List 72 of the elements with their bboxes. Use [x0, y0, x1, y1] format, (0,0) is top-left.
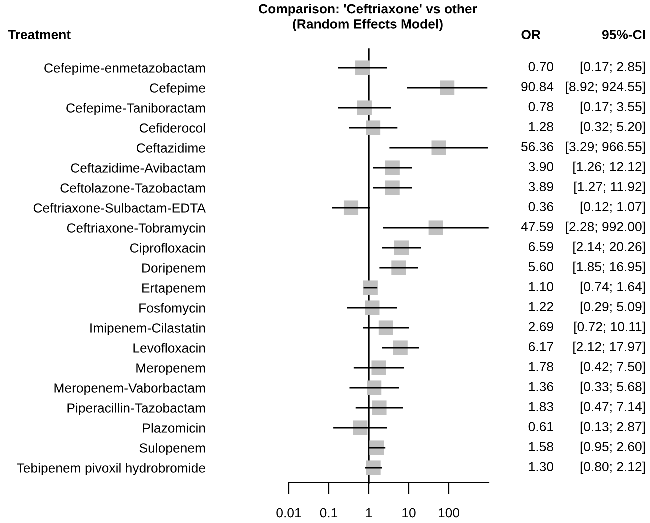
x-tick-label: 10	[402, 508, 416, 518]
data-label: 2.69	[528, 322, 554, 332]
text: [8.92; 924.55]	[566, 82, 646, 94]
text: [2.28; 992.00]	[566, 222, 646, 234]
data-label: 90.84	[522, 82, 554, 92]
y-tick-label: Meropenem-Vaborbactam	[54, 383, 206, 396]
x-tick-label: 0.01	[276, 508, 302, 518]
data-label: 3.89	[528, 182, 554, 192]
text: [0.13; 2.87]	[580, 422, 646, 434]
text: [2.14; 20.26]	[574, 242, 646, 254]
data-label: 1.83	[529, 402, 554, 412]
y-tick-label: Cefepime-Taniboractam	[66, 103, 206, 116]
text: [1.27; 11.92]	[574, 182, 646, 194]
text: [0.32; 5.20]	[580, 122, 646, 134]
y-tick-label: Plazomicin	[143, 423, 206, 433]
data-label: 1.22	[529, 302, 554, 312]
data-label: 1.36	[529, 382, 554, 392]
data-label: 1.58	[529, 442, 554, 452]
text: [0.47; 7.14]	[580, 402, 646, 414]
y-tick-label: Ciprofloxacin	[130, 243, 206, 256]
y-tick-label: Ertapenem	[142, 284, 206, 296]
text: 95%-CI	[602, 30, 646, 40]
y-tick-label: Cefiderocol	[140, 123, 206, 133]
data-label: 3.90	[528, 162, 554, 172]
data-label: 56.36	[522, 142, 554, 152]
text: [0.12; 1.07]	[580, 202, 646, 214]
y-tick-label: Ceftolazone-Tazobactam	[60, 183, 206, 193]
data-label: 1.30	[529, 462, 554, 472]
data-label: 6.17	[528, 342, 554, 352]
text: [0.80; 2.12]	[580, 462, 646, 474]
text: [0.42; 7.50]	[580, 362, 646, 374]
text: [0.72; 10.11]	[574, 322, 646, 334]
y-tick-label: Sulopenem	[140, 443, 206, 456]
x-tick-label: 0.1	[320, 508, 338, 518]
y-tick-label: Meropenem	[136, 364, 206, 376]
text: OR	[522, 30, 541, 40]
y-tick-label: Ceftazidime-Avibactam	[71, 163, 206, 173]
y-tick-label: Levofloxacin	[134, 343, 206, 353]
y-tick-label: Piperacillin-Tazobactam	[68, 403, 206, 416]
text: [0.74; 1.64]	[580, 282, 646, 294]
data-label: 0.70	[528, 62, 554, 72]
y-tick-label: Ceftriaxone-Tobramycin	[67, 223, 206, 236]
text: [2.12; 17.97]	[574, 342, 646, 354]
text: [1.26; 12.12]	[574, 162, 646, 174]
y-tick-label: Ceftazidime	[137, 143, 206, 153]
data-label: 5.60	[528, 262, 554, 272]
text: [0.17; 2.85]	[580, 62, 646, 74]
data-label: 6.59	[528, 242, 554, 252]
text: [0.17; 3.55]	[580, 102, 646, 114]
text: [0.95; 2.60]	[580, 442, 646, 454]
text: [1.85; 16.95]	[574, 262, 646, 274]
text: [0.29; 5.09]	[580, 302, 646, 314]
y-tick-label: Ceftriaxone-Sulbactam-EDTA	[34, 203, 206, 213]
data-label: 0.61	[528, 422, 554, 432]
y-tick-label: Imipenem-Cilastatin	[90, 323, 206, 336]
chart-title: Comparison: 'Ceftriaxone' vs other (Random Effects Model)	[259, 4, 478, 32]
data-label: 0.78	[528, 102, 554, 112]
y-tick-label: Tebipenem pivoxil hydrobromide	[17, 463, 206, 476]
text: [3.29; 966.55]	[566, 142, 646, 154]
data-label: 1.10	[529, 282, 554, 292]
text: [0.33; 5.68]	[580, 382, 646, 394]
x-tick-label: 1	[366, 508, 372, 518]
data-label: 1.78	[529, 362, 554, 372]
y-tick-label: Doripenem	[142, 263, 206, 276]
text: Treatment	[8, 30, 71, 40]
data-label: 47.59	[521, 222, 554, 232]
y-tick-label: Cefepime-enmetazobactam	[44, 63, 206, 76]
data-label: 0.36	[528, 202, 554, 212]
y-tick-label: Cefepime	[150, 83, 206, 96]
data-label: 1.28	[529, 122, 554, 132]
x-tick-label: 100	[439, 508, 460, 518]
y-tick-label: Fosfomycin	[140, 303, 206, 316]
